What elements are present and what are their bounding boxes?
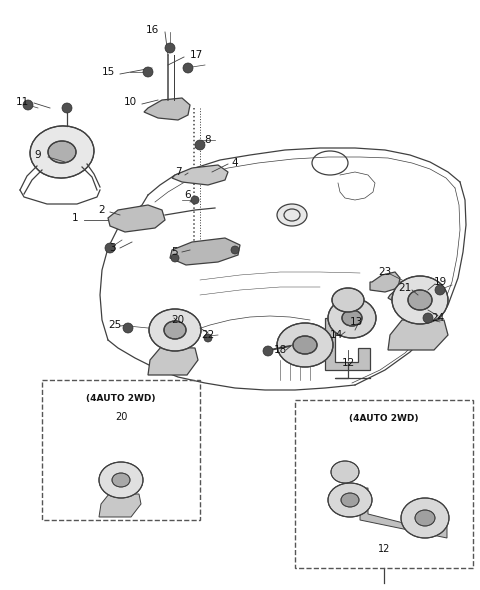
- Ellipse shape: [99, 462, 143, 498]
- Text: 13: 13: [349, 317, 362, 327]
- Text: 5: 5: [172, 247, 178, 257]
- Text: 24: 24: [432, 313, 444, 323]
- Circle shape: [183, 63, 193, 73]
- Text: 10: 10: [123, 97, 137, 107]
- Polygon shape: [360, 488, 447, 538]
- Text: 25: 25: [108, 320, 121, 330]
- Text: 7: 7: [175, 167, 181, 177]
- Polygon shape: [148, 347, 198, 375]
- Circle shape: [231, 246, 239, 254]
- Polygon shape: [325, 318, 370, 370]
- Text: (4AUTO 2WD): (4AUTO 2WD): [349, 414, 419, 423]
- Text: 20: 20: [115, 412, 127, 422]
- Circle shape: [423, 313, 433, 323]
- Polygon shape: [172, 165, 228, 185]
- Ellipse shape: [401, 498, 449, 538]
- Polygon shape: [108, 205, 165, 232]
- Ellipse shape: [328, 483, 372, 517]
- Circle shape: [143, 67, 153, 77]
- Ellipse shape: [164, 321, 186, 339]
- Circle shape: [263, 346, 273, 356]
- Ellipse shape: [342, 310, 362, 326]
- Polygon shape: [370, 272, 400, 292]
- Text: 11: 11: [15, 97, 29, 107]
- Ellipse shape: [328, 298, 376, 338]
- Ellipse shape: [277, 204, 307, 226]
- Circle shape: [171, 254, 179, 262]
- Text: 22: 22: [202, 330, 215, 340]
- Circle shape: [123, 323, 133, 333]
- Text: 9: 9: [35, 150, 41, 160]
- Ellipse shape: [293, 336, 317, 354]
- Circle shape: [105, 243, 115, 253]
- Polygon shape: [388, 285, 420, 305]
- Text: 17: 17: [190, 50, 203, 60]
- Text: 15: 15: [101, 67, 115, 77]
- Text: 20: 20: [171, 315, 185, 325]
- Ellipse shape: [48, 141, 76, 163]
- Ellipse shape: [277, 323, 333, 367]
- Polygon shape: [144, 98, 190, 120]
- Circle shape: [204, 334, 212, 342]
- Circle shape: [23, 100, 33, 110]
- Text: 14: 14: [329, 330, 343, 340]
- Text: 1: 1: [72, 213, 78, 223]
- Text: 3: 3: [108, 243, 115, 253]
- Text: 8: 8: [204, 135, 211, 145]
- Text: 19: 19: [433, 277, 446, 287]
- Text: 12: 12: [341, 358, 355, 368]
- Ellipse shape: [408, 290, 432, 310]
- Circle shape: [435, 285, 445, 295]
- Polygon shape: [170, 238, 240, 265]
- Circle shape: [195, 140, 205, 150]
- Ellipse shape: [112, 473, 130, 487]
- Text: 23: 23: [378, 267, 392, 277]
- Text: 6: 6: [185, 190, 192, 200]
- Ellipse shape: [149, 309, 201, 351]
- Text: 4: 4: [232, 158, 238, 168]
- Text: 18: 18: [274, 345, 287, 355]
- Circle shape: [165, 43, 175, 53]
- Bar: [295, 400, 473, 568]
- Text: 16: 16: [145, 25, 158, 35]
- Bar: [42, 380, 200, 520]
- Polygon shape: [99, 494, 141, 517]
- Text: 12: 12: [378, 544, 390, 554]
- Ellipse shape: [332, 288, 364, 312]
- Polygon shape: [388, 320, 448, 350]
- Text: 2: 2: [99, 205, 105, 215]
- Ellipse shape: [341, 493, 359, 507]
- Ellipse shape: [331, 461, 359, 483]
- Text: (4AUTO 2WD): (4AUTO 2WD): [86, 394, 156, 403]
- Ellipse shape: [30, 126, 94, 178]
- Text: 21: 21: [398, 283, 412, 293]
- Ellipse shape: [392, 276, 448, 324]
- Circle shape: [62, 103, 72, 113]
- Ellipse shape: [415, 510, 435, 526]
- Circle shape: [191, 196, 199, 204]
